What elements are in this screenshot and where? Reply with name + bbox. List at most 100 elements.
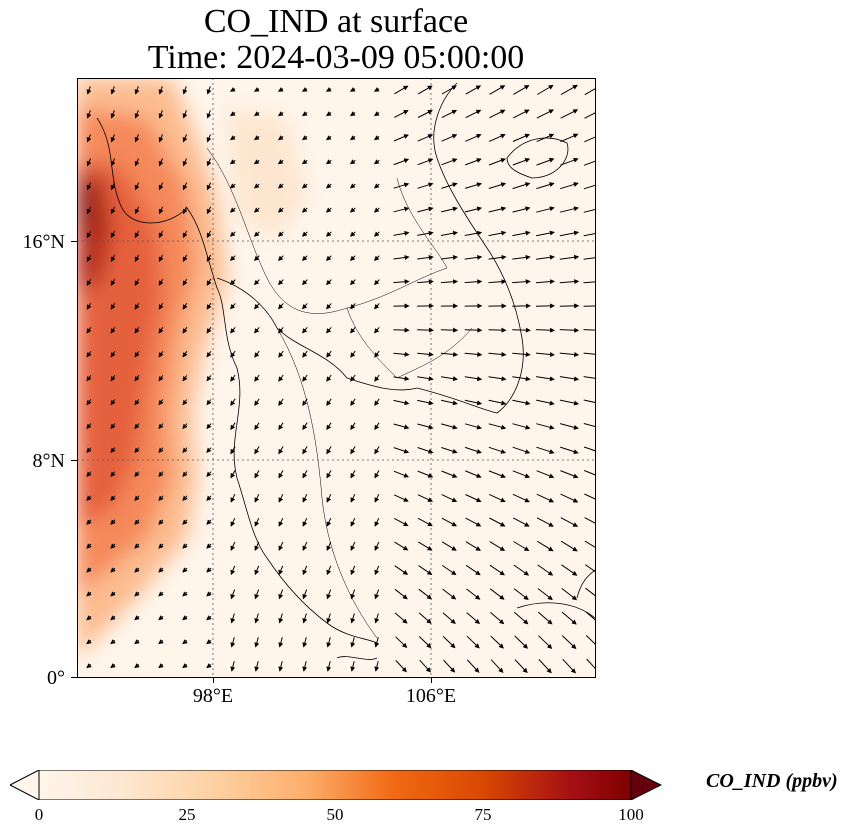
wind-arrow <box>441 494 458 502</box>
wind-arrow <box>182 447 188 454</box>
wind-arrow <box>514 635 529 649</box>
wind-arrow <box>350 517 356 527</box>
wind-arrow <box>464 279 483 285</box>
wind-arrow <box>441 158 458 166</box>
wind-arrow <box>560 133 579 143</box>
wind-arrow <box>134 567 140 573</box>
wind-arrow <box>489 564 505 576</box>
wind-arrow <box>301 231 308 237</box>
wind-arrow <box>393 470 410 478</box>
wind-arrow <box>583 208 595 213</box>
wind-arrow <box>349 135 356 141</box>
wind-arrow <box>110 543 116 549</box>
wind-arrow <box>373 183 380 189</box>
wind-arrow <box>441 134 458 142</box>
wind-arrow <box>584 493 595 500</box>
wind-arrow <box>182 254 188 262</box>
colorbar <box>10 770 662 800</box>
wind-arrow <box>134 351 140 358</box>
wind-arrow <box>302 541 308 552</box>
wind-arrow <box>466 588 481 600</box>
wind-arrow <box>182 639 188 645</box>
wind-arrow <box>110 615 116 621</box>
colorbar-tick-100: 100 <box>618 805 644 824</box>
wind-arrow <box>559 230 580 237</box>
wind-arrow <box>441 541 457 551</box>
wind-arrow <box>559 327 580 333</box>
wind-arrow <box>440 327 459 333</box>
wind-arrow <box>513 541 530 552</box>
wind-arrow <box>134 302 140 310</box>
wind-arrow <box>326 565 332 576</box>
wind-arrow <box>440 399 458 406</box>
wind-arrow <box>374 303 380 310</box>
wind-arrow <box>254 374 260 382</box>
wind-arrow <box>158 351 164 358</box>
wind-arrow <box>254 493 260 503</box>
gridlines <box>77 78 595 677</box>
wind-arrow <box>512 158 531 166</box>
wind-arrow <box>110 447 116 454</box>
wind-arrow <box>538 635 553 649</box>
wind-arrow <box>110 639 116 645</box>
wind-arrow <box>374 374 380 382</box>
wind-arrow <box>254 589 260 600</box>
wind-arrow <box>395 660 407 673</box>
wind-arrow <box>134 663 140 669</box>
wind-arrow <box>230 565 236 576</box>
wind-arrow <box>393 447 410 454</box>
wind-arrow <box>230 398 236 407</box>
wind-arrow <box>560 470 579 479</box>
wind-arrow <box>584 88 595 96</box>
wind-arrow <box>349 87 356 92</box>
wind-arrow <box>326 279 332 286</box>
colorbar-extend-max <box>630 770 662 800</box>
wind-arrow <box>278 422 284 431</box>
wind-arrow <box>374 493 380 503</box>
wind-arrow <box>134 447 140 454</box>
wind-arrow <box>326 493 332 503</box>
wind-arrow <box>86 182 92 191</box>
wind-arrow <box>442 564 457 576</box>
wind-arrow <box>86 543 92 549</box>
wind-arrow <box>395 636 408 648</box>
wind-arrow <box>326 326 332 334</box>
wind-arrow <box>536 157 555 166</box>
wind-arrow <box>86 639 92 645</box>
wind-arrow <box>585 611 595 621</box>
wind-arrow <box>393 399 410 406</box>
wind-arrow <box>440 279 459 285</box>
wind-arrow <box>110 254 116 262</box>
wind-arrow <box>278 374 284 382</box>
wind-arrow <box>182 399 188 406</box>
wind-arrow <box>417 327 434 333</box>
wind-arrow <box>230 350 236 358</box>
wind-arrow <box>350 470 356 479</box>
wind-arrow <box>536 446 555 454</box>
wind-arrow <box>302 565 308 576</box>
wind-arrow <box>182 519 188 525</box>
wind-arrow <box>464 446 482 454</box>
wind-arrow <box>110 326 116 334</box>
wind-arrow <box>374 422 380 431</box>
wind-arrow <box>86 230 92 239</box>
wind-arrow <box>465 85 482 95</box>
wind-arrow <box>417 206 434 213</box>
wind-arrow <box>513 564 530 576</box>
wind-arrow <box>583 446 595 452</box>
wind-arrow <box>441 182 458 189</box>
wind-arrow <box>583 329 595 331</box>
wind-arrow <box>350 565 356 576</box>
wind-arrow <box>349 255 356 262</box>
wind-arrow <box>302 422 308 431</box>
wind-arrow <box>417 85 433 95</box>
wind-arrow <box>229 159 236 165</box>
wind-arrow <box>254 350 260 358</box>
wind-arrow <box>418 588 432 600</box>
wind-arrow <box>488 327 507 333</box>
wind-arrow <box>158 158 164 167</box>
wind-arrow <box>158 230 164 239</box>
wind-arrow <box>302 446 308 455</box>
wind-arrow <box>325 183 332 189</box>
wind-arrow <box>182 567 188 573</box>
